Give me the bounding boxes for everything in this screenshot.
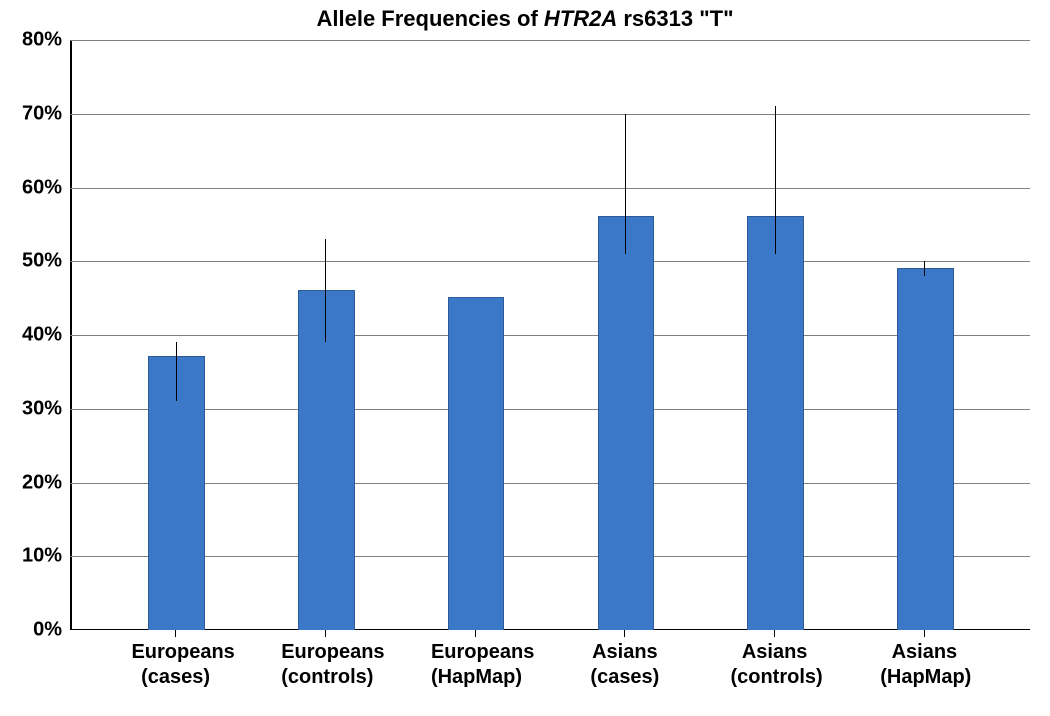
y-tick-label: 40%	[2, 324, 62, 347]
gridline	[70, 409, 1030, 410]
x-tick-label: Europeans (cases)	[131, 630, 219, 690]
x-tick	[175, 630, 176, 637]
x-tick-label: Asians (cases)	[581, 630, 669, 690]
bar	[448, 297, 505, 630]
plot-area: 0%10%20%30%40%50%60%70%80%Europeans (cas…	[70, 40, 1030, 630]
chart-container: Allele Frequencies of HTR2A rs6313 "T" 0…	[0, 0, 1050, 716]
gridline	[70, 483, 1030, 484]
y-tick-label: 70%	[2, 102, 62, 125]
title-prefix: Allele Frequencies of	[316, 6, 543, 31]
bar	[897, 268, 954, 630]
y-tick-label: 60%	[2, 176, 62, 199]
y-tick-label: 80%	[2, 29, 62, 52]
title-suffix: rs6313 "T"	[617, 6, 733, 31]
gridline	[70, 40, 1030, 41]
gridline	[70, 335, 1030, 336]
gridline	[70, 188, 1030, 189]
gridline	[70, 556, 1030, 557]
bar	[747, 216, 804, 630]
title-gene: HTR2A	[544, 6, 617, 31]
error-bar	[325, 239, 326, 342]
bar	[148, 356, 205, 630]
x-tick-label: Asians (controls)	[730, 630, 818, 690]
error-bar	[924, 261, 925, 276]
x-tick-label: Europeans (HapMap)	[431, 630, 519, 690]
x-tick	[325, 630, 326, 637]
error-bar	[775, 106, 776, 254]
x-tick	[924, 630, 925, 637]
x-tick	[475, 630, 476, 637]
bar	[598, 216, 655, 630]
error-bar	[176, 342, 177, 401]
y-tick-label: 20%	[2, 471, 62, 494]
gridline	[70, 114, 1030, 115]
y-tick-label: 0%	[2, 619, 62, 642]
x-tick	[624, 630, 625, 637]
gridline	[70, 261, 1030, 262]
y-tick-label: 10%	[2, 545, 62, 568]
y-tick-label: 30%	[2, 397, 62, 420]
y-tick-label: 50%	[2, 250, 62, 273]
x-tick	[774, 630, 775, 637]
chart-title: Allele Frequencies of HTR2A rs6313 "T"	[0, 6, 1050, 32]
x-tick-label: Asians (HapMap)	[880, 630, 968, 690]
x-tick-label: Europeans (controls)	[281, 630, 369, 690]
error-bar	[625, 114, 626, 254]
